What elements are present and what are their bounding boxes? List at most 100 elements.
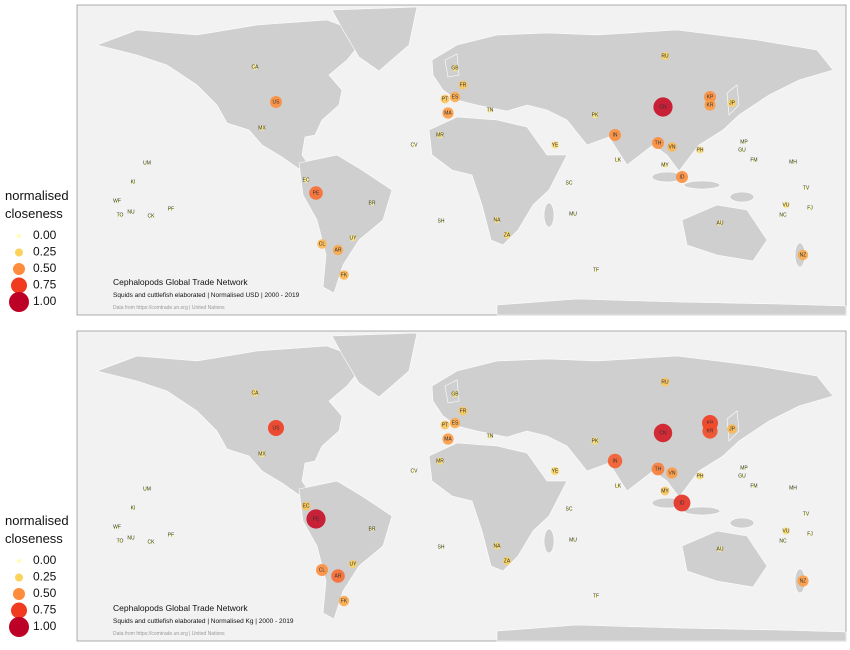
node [169,207,173,211]
panel-subtitle: Squids and cuttlefish elaborated | Norma… [113,618,294,625]
node-label: LK [615,157,622,163]
node [451,390,459,398]
node-label: ID [680,500,685,506]
node-label: TN [487,433,494,439]
node-label: PK [592,438,599,444]
node-label: FM [750,483,757,489]
node [338,595,350,607]
node [696,472,704,480]
node [440,420,450,430]
node-label: ZA [504,558,511,564]
node [804,186,808,190]
node [742,140,746,144]
node-label: PT [442,96,448,102]
node [781,539,785,543]
node [442,107,454,119]
node [251,389,259,397]
node [567,181,571,185]
node [440,94,450,104]
legend-label: 0.50 [33,586,57,600]
legend-label: 0.75 [33,278,57,292]
legend-swatch [17,559,21,563]
legend-swatch [17,234,21,238]
node-label: MX [258,451,266,457]
node-label: ZA [504,232,511,238]
node-label: UY [350,561,358,567]
node-label: MY [661,162,669,168]
node-label: VU [783,528,790,534]
node [740,148,744,152]
node [303,177,309,183]
node-label: NU [127,535,135,541]
node [503,557,511,565]
node-label: PT [442,422,448,428]
node-label: GB [451,65,459,71]
node-label: MU [569,537,577,543]
node-label: PE [313,516,320,522]
panel-source: Data from https://comtrade.un.org | Unit… [113,631,225,637]
node [131,506,135,510]
node-label: NA [494,543,502,549]
node [369,526,375,532]
node [412,143,416,147]
node-label: TF [593,593,599,599]
node [591,437,599,445]
node-label: FJ [807,531,813,537]
node-label: WF [113,524,121,530]
node [594,268,598,272]
legend-label: 0.25 [33,570,57,584]
node [442,433,454,445]
node [118,539,122,543]
node-label: FK [341,598,348,604]
legend-title: closeness [5,206,63,221]
node [607,453,623,469]
node-label: PH [697,473,704,479]
node [115,525,119,529]
node-label: KR [707,102,714,108]
node-label: CV [411,468,419,474]
node [129,536,133,540]
node-label: NZ [800,578,807,584]
node [667,142,677,152]
legend-swatch [13,588,25,600]
node-label: AU [717,220,724,226]
node-label: PK [592,112,599,118]
node-label: TF [593,267,599,273]
node [259,125,265,131]
node-label: AR [335,573,342,579]
node-label: FR [460,82,467,88]
node [301,501,311,511]
legend-swatch [11,602,27,619]
node [717,220,723,226]
panel-title: Cephalopods Global Trade Network [113,603,248,613]
node-label: KP [707,420,714,426]
node-label: KI [131,505,136,511]
node-label: TV [803,185,810,191]
node-label: TH [655,140,662,146]
node-label: CA [252,390,260,396]
node [129,210,133,214]
node-label: KR [707,428,714,434]
node [436,457,444,465]
node-label: WF [113,198,121,204]
node [782,201,790,209]
node [493,216,501,224]
node [704,99,716,111]
node [252,64,258,70]
node-label: KI [131,179,136,185]
node [145,161,149,165]
legend-label: 0.75 [33,603,57,617]
node-label: MA [444,436,452,442]
node-label: CL [319,241,326,247]
legend-swatch [9,292,29,312]
node [503,231,511,239]
node [349,234,357,242]
map-panel: Cephalopods Global Trade Network Squids … [76,330,847,642]
node [740,474,744,478]
node [676,171,688,183]
node-label: YE [552,142,559,148]
node [742,466,746,470]
node-label: ID [680,174,685,180]
node [797,575,809,587]
